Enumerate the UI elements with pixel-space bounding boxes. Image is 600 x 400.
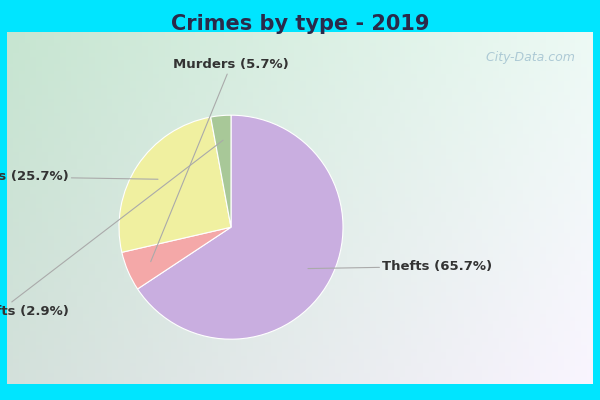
Text: Auto thefts (2.9%): Auto thefts (2.9%) xyxy=(0,140,223,318)
Wedge shape xyxy=(137,115,343,339)
Text: Thefts (65.7%): Thefts (65.7%) xyxy=(308,260,493,273)
Text: Murders (5.7%): Murders (5.7%) xyxy=(151,58,289,262)
Wedge shape xyxy=(211,115,231,227)
Wedge shape xyxy=(122,227,231,289)
Text: Crimes by type - 2019: Crimes by type - 2019 xyxy=(171,14,429,34)
Text: Assaults (25.7%): Assaults (25.7%) xyxy=(0,170,158,183)
Wedge shape xyxy=(119,117,231,252)
Text: City-Data.com: City-Data.com xyxy=(482,52,574,64)
